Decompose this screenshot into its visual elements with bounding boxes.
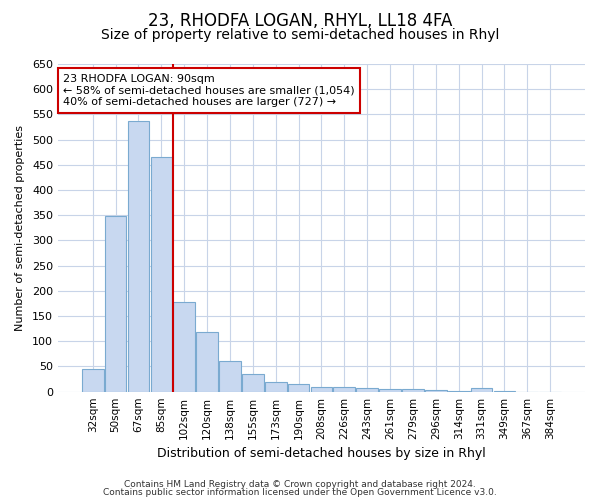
Bar bbox=[334, 386, 355, 392]
Bar bbox=[242, 374, 264, 392]
Bar bbox=[82, 369, 104, 392]
Y-axis label: Number of semi-detached properties: Number of semi-detached properties bbox=[15, 125, 25, 331]
Bar bbox=[448, 390, 470, 392]
Bar bbox=[356, 388, 378, 392]
Text: Contains public sector information licensed under the Open Government Licence v3: Contains public sector information licen… bbox=[103, 488, 497, 497]
Bar bbox=[471, 388, 493, 392]
Text: 23, RHODFA LOGAN, RHYL, LL18 4FA: 23, RHODFA LOGAN, RHYL, LL18 4FA bbox=[148, 12, 452, 30]
Bar bbox=[128, 121, 149, 392]
Bar bbox=[151, 158, 172, 392]
Text: 23 RHODFA LOGAN: 90sqm
← 58% of semi-detached houses are smaller (1,054)
40% of : 23 RHODFA LOGAN: 90sqm ← 58% of semi-det… bbox=[63, 74, 355, 107]
Text: Size of property relative to semi-detached houses in Rhyl: Size of property relative to semi-detach… bbox=[101, 28, 499, 42]
Bar bbox=[311, 386, 332, 392]
Bar bbox=[173, 302, 195, 392]
Bar bbox=[219, 362, 241, 392]
Text: Contains HM Land Registry data © Crown copyright and database right 2024.: Contains HM Land Registry data © Crown c… bbox=[124, 480, 476, 489]
X-axis label: Distribution of semi-detached houses by size in Rhyl: Distribution of semi-detached houses by … bbox=[157, 447, 486, 460]
Bar bbox=[379, 389, 401, 392]
Bar bbox=[196, 332, 218, 392]
Bar bbox=[425, 390, 446, 392]
Bar bbox=[105, 216, 127, 392]
Bar bbox=[288, 384, 310, 392]
Bar bbox=[402, 389, 424, 392]
Bar bbox=[494, 390, 515, 392]
Bar bbox=[265, 382, 287, 392]
